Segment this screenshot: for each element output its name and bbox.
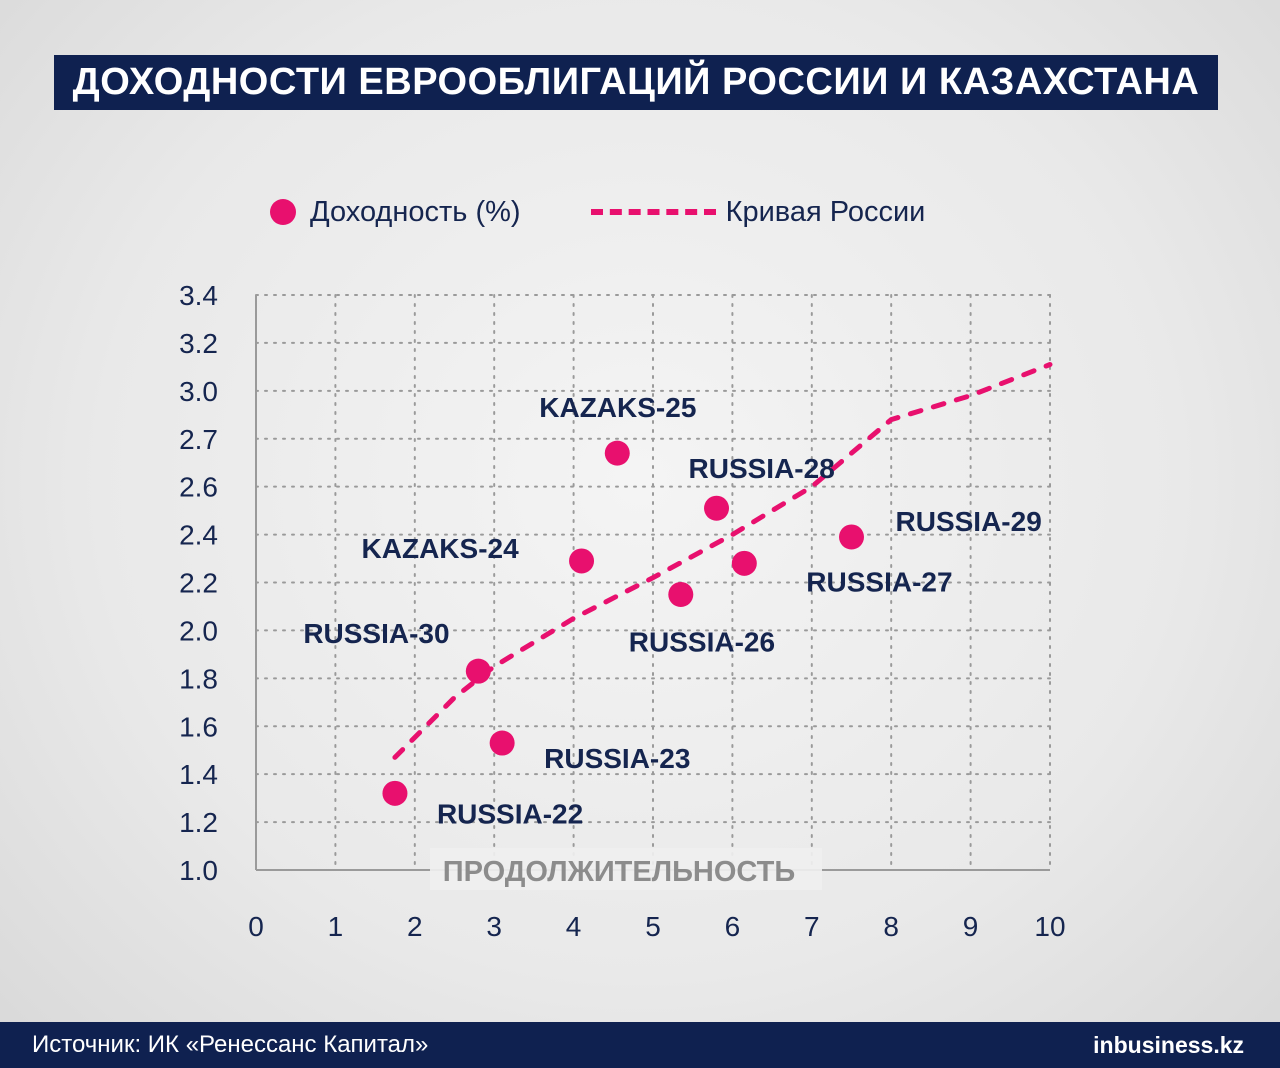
data-point-label: KAZAKS-25	[539, 392, 696, 423]
footer-source: Источник: ИК «Ренессанс Капитал»	[32, 1031, 429, 1058]
brand-logo: inbusiness.kz	[1093, 1032, 1244, 1059]
legend-dot-icon	[270, 199, 296, 225]
chart-title: ДОХОДНОСТИ ЕВРООБЛИГАЦИЙ РОССИИ И КАЗАХС…	[54, 55, 1218, 110]
y-tick-label: 1.8	[179, 663, 218, 694]
legend-dashed-line-icon	[590, 209, 716, 215]
data-point-label: RUSSIA-26	[629, 626, 775, 657]
russia-curve-line	[392, 362, 1053, 760]
x-tick-label: 3	[486, 911, 502, 942]
data-point	[731, 550, 757, 576]
x-tick-label: 7	[804, 911, 820, 942]
chart-legend: Доходность (%) Кривая России	[270, 190, 925, 234]
y-tick-label: 1.2	[179, 807, 218, 838]
x-tick-label: 10	[1034, 911, 1065, 942]
y-tick-label: 2.2	[179, 568, 218, 599]
brand-rest: business.kz	[1113, 1032, 1244, 1058]
data-point	[465, 658, 491, 684]
y-tick-label: 2.7	[179, 424, 218, 455]
y-tick-label: 2.6	[179, 472, 218, 503]
x-tick-label: 9	[963, 911, 979, 942]
legend-label-curve: Кривая России	[725, 195, 926, 228]
y-tick-label: 1.6	[179, 711, 218, 742]
data-point-label: RUSSIA-27	[806, 566, 952, 597]
data-point-label: RUSSIA-28	[689, 453, 835, 484]
y-tick-label: 2.0	[179, 615, 218, 646]
footer: Источник: ИК «Ренессанс Капитал» inbusin…	[0, 1022, 1280, 1068]
y-tick-label: 3.4	[179, 280, 218, 311]
data-point-label: RUSSIA-30	[303, 618, 449, 649]
x-axis-label: ПРОДОЛЖИТЕЛЬНОСТЬ	[443, 856, 795, 888]
x-tick-label: 1	[328, 911, 344, 942]
data-point	[569, 548, 595, 574]
x-tick-label: 2	[407, 911, 423, 942]
y-tick-label: 2.4	[179, 520, 218, 551]
y-tick-label: 3.0	[179, 376, 218, 407]
data-point	[604, 440, 630, 466]
x-tick-label: 4	[566, 911, 582, 942]
scatter-chart: 1.0 1.2 1.4 1.6 1.8 2.0 2.2 2.4 2.6 2.7 3.0 3.2 3.4 0…	[179, 280, 1066, 942]
brand-prefix: in	[1093, 1032, 1114, 1058]
x-tick-label: 8	[883, 911, 899, 942]
data-point	[382, 780, 408, 806]
y-tick-label: 1.0	[179, 855, 218, 886]
data-point-label: KAZAKS-24	[362, 533, 520, 564]
x-tick-label: 5	[645, 911, 661, 942]
x-tick-label: 6	[725, 911, 741, 942]
y-tick-label: 1.4	[179, 759, 218, 790]
data-point	[489, 730, 515, 756]
x-axis-label-backdrop	[430, 848, 822, 890]
data-point-label: RUSSIA-22	[437, 798, 583, 829]
data-point	[839, 524, 864, 550]
data-point-label: RUSSIA-23	[544, 743, 690, 774]
legend-label-yield: Доходность (%)	[310, 195, 521, 228]
data-point	[704, 495, 730, 521]
data-point-label: RUSSIA-29	[896, 506, 1042, 537]
x-tick-label: 0	[248, 911, 264, 942]
y-tick-label: 3.2	[179, 328, 218, 359]
data-point	[668, 581, 694, 607]
